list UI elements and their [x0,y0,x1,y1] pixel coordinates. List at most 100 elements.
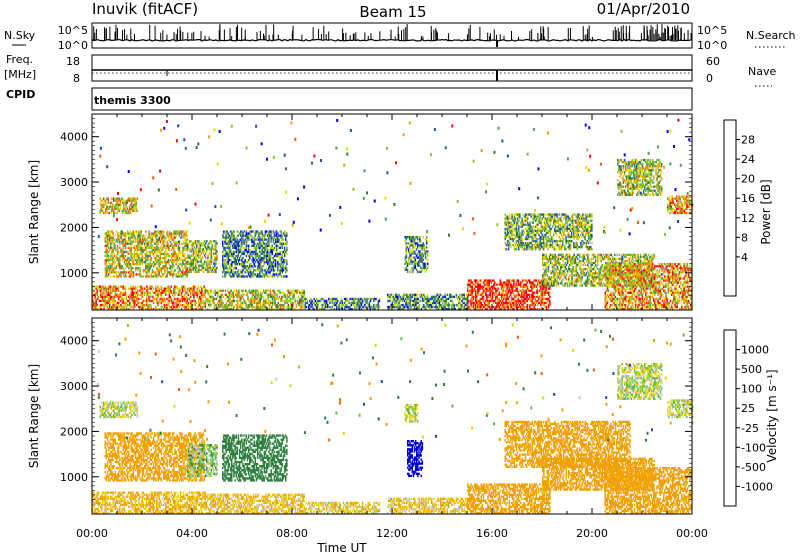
heatmap-cell [193,244,195,246]
heatmap-cell [151,273,153,275]
heatmap-cell [158,290,160,292]
heatmap-cell [148,306,150,308]
heatmap-cell [535,298,537,300]
heatmap-cell [115,261,117,263]
heatmap-cell [229,235,231,237]
heatmap-cell [427,252,429,254]
heatmap-cell [249,267,251,269]
heatmap-cell [160,263,162,265]
heatmap-cell [356,306,358,308]
heatmap-cell [416,294,418,296]
heatmap-cell [232,269,234,271]
heatmap-cell [120,237,122,239]
heatmap-cell [193,248,195,250]
heatmap-cell [409,263,411,265]
heatmap-cell [307,302,309,304]
heatmap-cell [339,302,341,304]
heatmap-cell [378,302,380,304]
heatmap-cell [233,230,235,232]
heatmap-cell [107,271,109,273]
heatmap-cell [496,284,498,286]
heatmap-cell [515,294,517,296]
heatmap-cell [468,300,470,302]
heatmap-cell [227,290,229,292]
heatmap-cell [506,296,508,298]
heatmap-cell [191,302,193,304]
heatmap-cell [174,294,176,296]
heatmap-cell [125,249,127,251]
heatmap-cell [200,304,202,306]
heatmap-cell [125,292,127,294]
heatmap-cell [165,257,167,259]
heatmap-cell [493,279,495,281]
heatmap-cell [238,253,240,255]
heatmap-cell [111,243,113,245]
heatmap-cell [142,255,144,257]
heatmap-cell [483,300,485,302]
heatmap-cell [252,257,254,259]
heatmap-cell [211,261,213,263]
heatmap-cell [224,249,226,251]
heatmap-cell [215,252,217,254]
heatmap-cell [273,241,275,243]
heatmap-cell [243,243,245,245]
heatmap-cell [406,257,408,259]
heatmap-cell [316,298,318,300]
heatmap-cell [109,241,111,243]
heatmap-cell [143,290,145,292]
heatmap-cell [260,292,262,294]
heatmap-cell [396,300,398,302]
heatmap-cell [265,235,267,237]
heatmap-cell [419,306,421,308]
heatmap-cell [398,302,400,304]
heatmap-cell [403,304,405,306]
heatmap-cell [220,296,222,298]
heatmap-cell [415,250,417,252]
heatmap-cell [148,298,150,300]
heatmap-cell [197,254,199,256]
heatmap-cell [408,261,410,263]
heatmap-cell [173,271,175,273]
heatmap-cell [519,304,521,306]
heatmap-cell [274,296,276,298]
heatmap-cell [242,257,244,259]
heatmap-cell [298,290,300,292]
heatmap-cell [203,294,205,296]
heatmap-cell [225,290,227,292]
heatmap-cell [119,243,121,245]
heatmap-cell [470,306,472,308]
heatmap-cell [406,294,408,296]
heatmap-cell [537,304,539,306]
heatmap-cell [137,239,139,241]
heatmap-cell [415,267,417,269]
heatmap-cell [193,296,195,298]
heatmap-cell [444,294,446,296]
heatmap-cell [193,298,195,300]
heatmap-cell [157,275,159,277]
heatmap-cell [130,265,132,267]
heatmap-cell [190,267,192,269]
heatmap-cell [540,304,542,306]
heatmap-cell [205,252,207,254]
heatmap-cell [238,235,240,237]
heatmap-cell [318,306,320,308]
heatmap-cell [152,269,154,271]
heatmap-cell [156,300,158,302]
heatmap-cell [104,212,106,214]
heatmap-cell [112,288,114,290]
heatmap-cell [532,304,534,306]
heatmap-cell [493,292,495,294]
heatmap-cell [208,263,210,265]
heatmap-cell [123,204,125,206]
heatmap-cell [172,294,174,296]
heatmap-cell [332,306,334,308]
heatmap-cell [217,294,219,296]
heatmap-cell [121,259,123,261]
heatmap-cell [255,243,257,245]
heatmap-cell [350,306,352,308]
heatmap-cell [144,237,146,239]
heatmap-cell [265,298,267,300]
heatmap-cell [125,245,127,247]
heatmap-cell [424,244,426,246]
heatmap-cell [539,296,541,298]
